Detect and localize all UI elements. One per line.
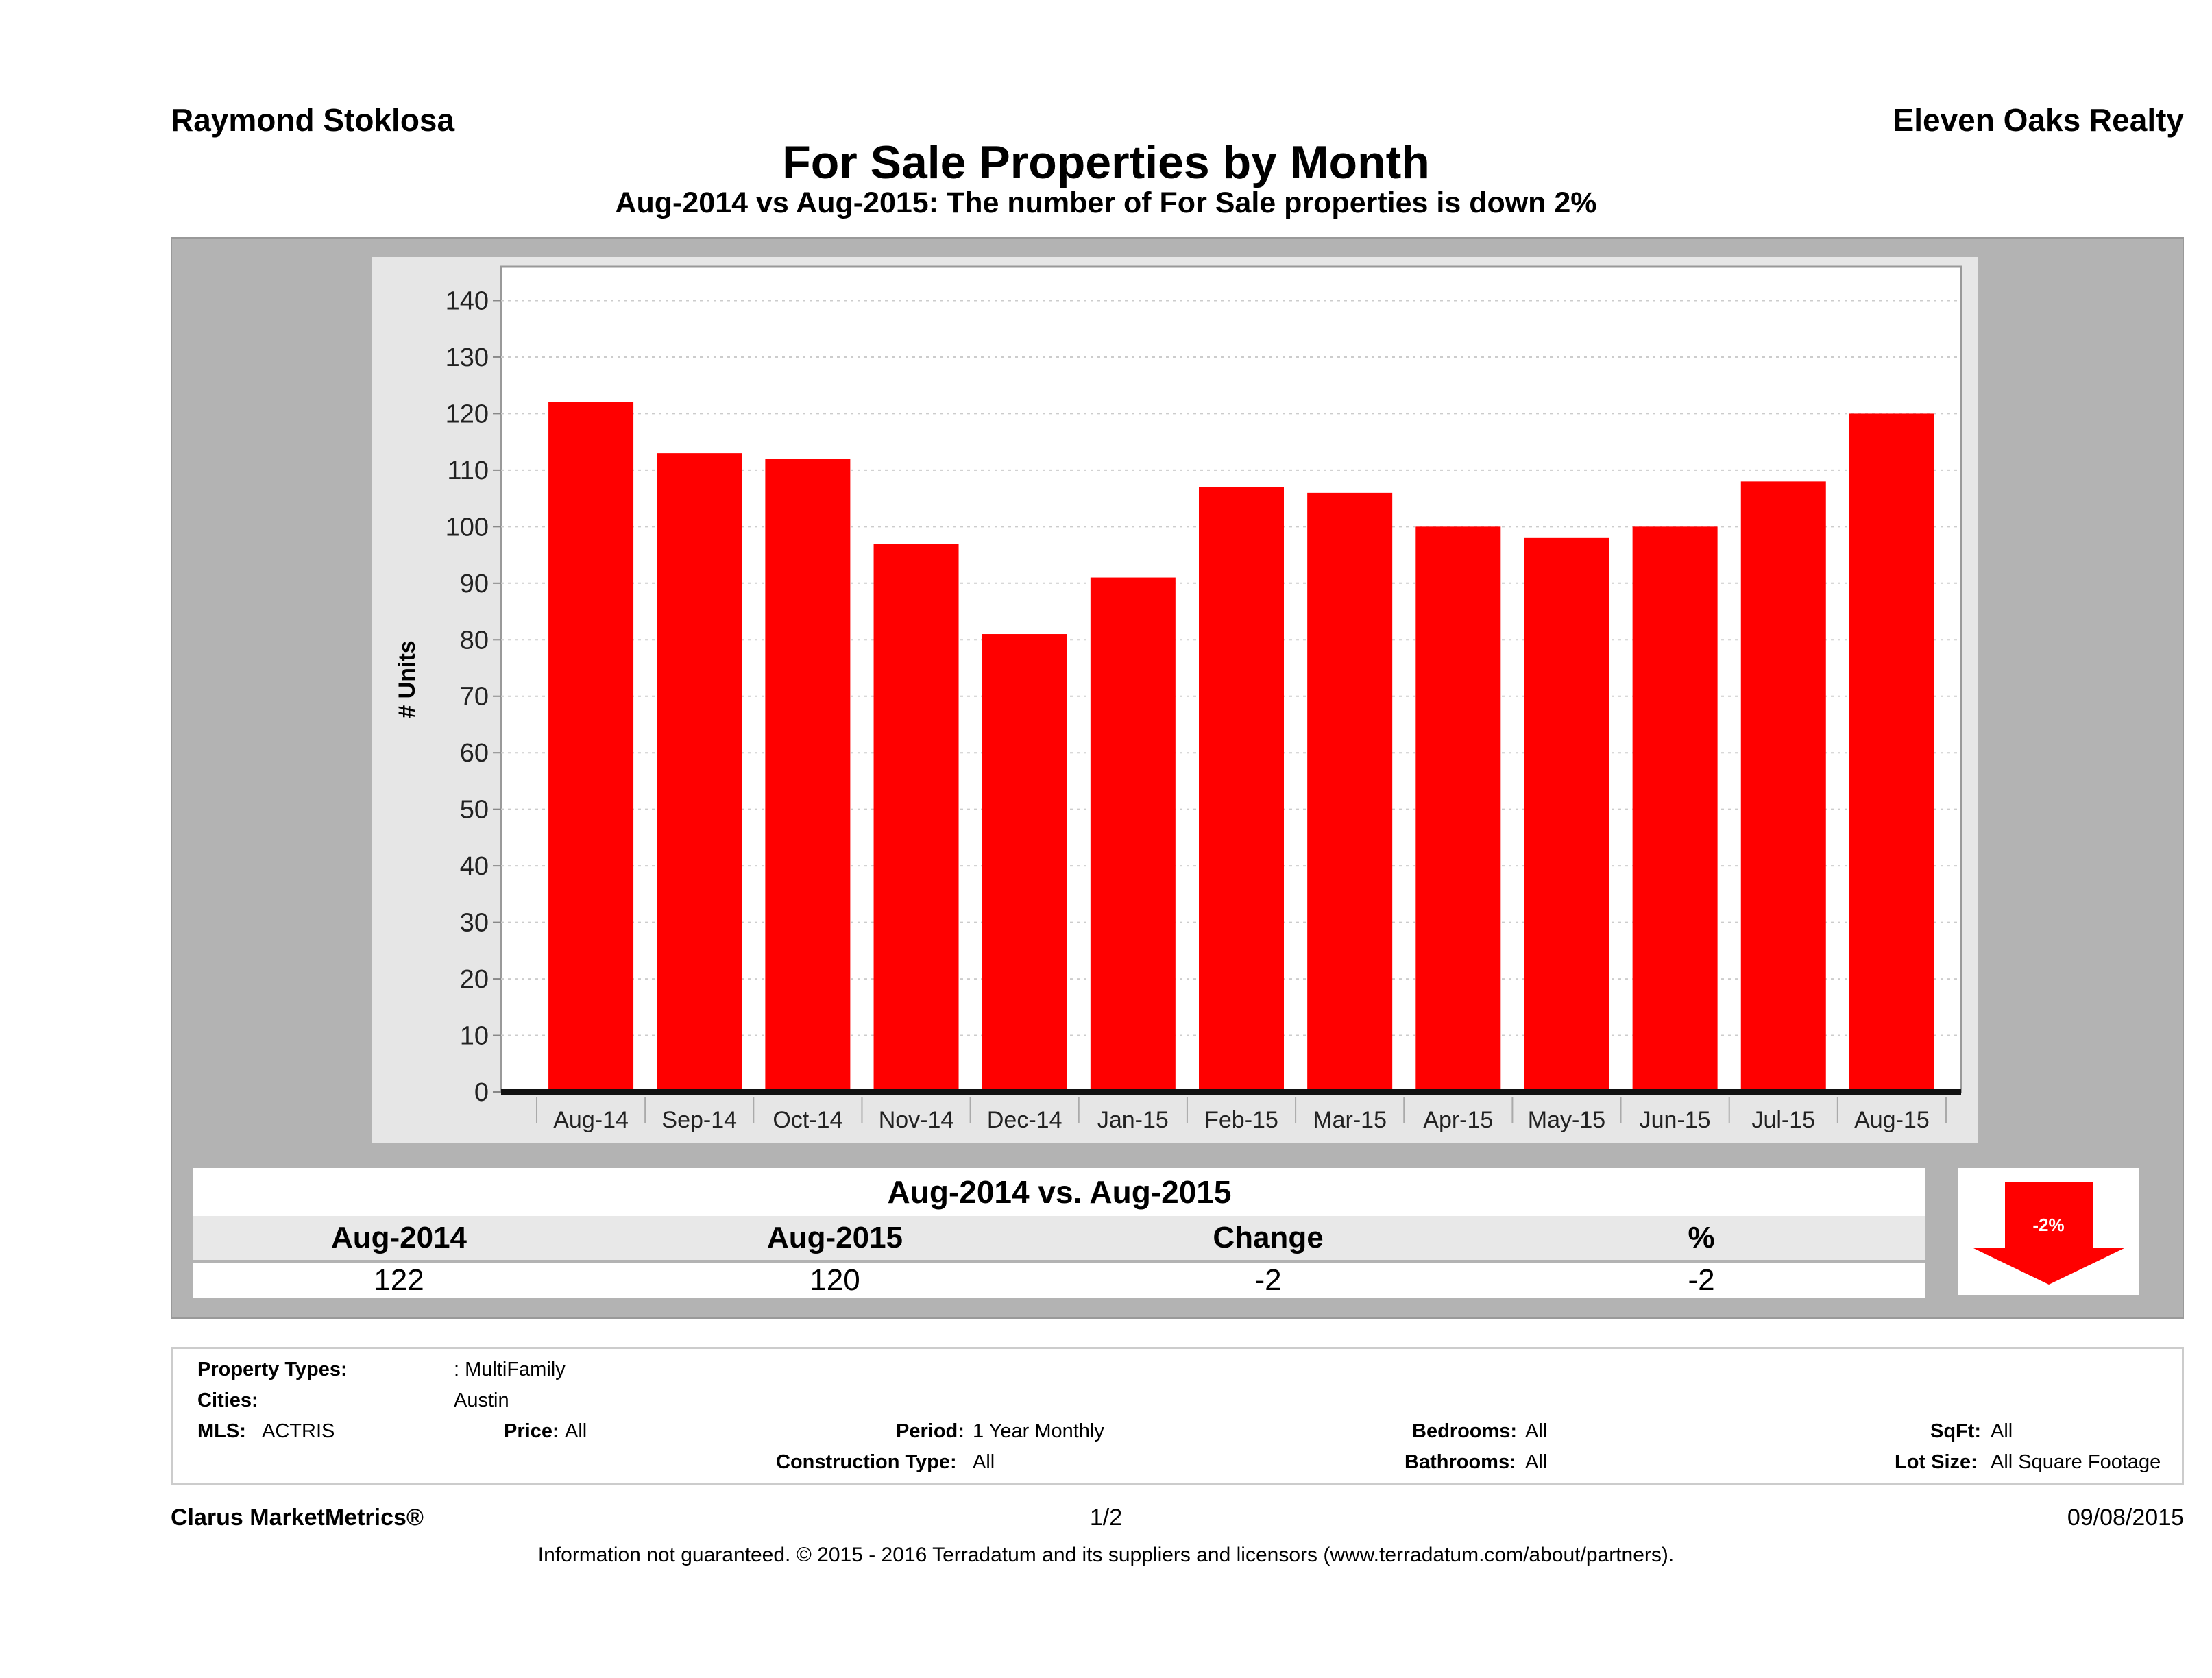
period-value: 1 Year Monthly	[973, 1420, 1104, 1442]
bedrooms-value: All	[1525, 1420, 1548, 1442]
price-label: Price:	[504, 1420, 559, 1442]
chart-title: For Sale Properties by Month	[782, 136, 1430, 189]
y-tick-label: 120	[446, 400, 489, 428]
agent-name: Raymond Stoklosa	[171, 102, 455, 138]
property-types-label: Property Types:	[197, 1359, 348, 1381]
change-badge: -2%	[1958, 1168, 2139, 1295]
construction-label: Construction Type:	[776, 1451, 957, 1473]
y-tick-label: 90	[460, 570, 489, 598]
bar-May-15	[1524, 537, 1609, 1092]
bathrooms-label: Bathrooms:	[1405, 1451, 1516, 1473]
y-tick-label: 130	[446, 343, 489, 372]
y-tick-label: 30	[460, 909, 489, 938]
y-axis-label: # Units	[394, 640, 420, 718]
y-tick-label: 140	[446, 287, 489, 315]
y-tick-label: 60	[460, 739, 489, 768]
price-value: All	[565, 1420, 587, 1442]
mls-value: ACTRIS	[262, 1420, 335, 1442]
y-tick-label: 100	[446, 513, 489, 542]
y-tick-label: 110	[447, 457, 489, 485]
mls-label: MLS:	[197, 1420, 246, 1442]
x-tick-label: Apr-15	[1423, 1107, 1493, 1133]
x-tick-label: Sep-14	[661, 1107, 737, 1133]
bar-chart: 0 10 20 30 40 50 60 70 80 90 100 110 120 130 140 # Unit…	[394, 265, 1962, 1133]
x-tick-label: Feb-15	[1204, 1107, 1278, 1133]
report-date: 09/08/2015	[2067, 1505, 2184, 1531]
summary-header: Change	[1213, 1221, 1324, 1254]
summary-title: Aug-2014 vs. Aug-2015	[193, 1168, 1925, 1216]
summary-value: 122	[374, 1263, 424, 1297]
summary-value: 120	[810, 1263, 860, 1297]
page-number: 1/2	[1089, 1505, 1123, 1531]
bar-Aug-15	[1849, 413, 1934, 1092]
period-label: Period:	[896, 1420, 964, 1442]
brokerage-name: Eleven Oaks Realty	[1893, 102, 2184, 138]
bar-Mar-15	[1307, 492, 1393, 1092]
down-arrow-icon	[1973, 1182, 2124, 1285]
property-types-value: : MultiFamily	[454, 1359, 566, 1381]
bar-Feb-15	[1199, 487, 1284, 1092]
bar-Nov-14	[873, 544, 959, 1092]
y-tick-label: 10	[460, 1022, 489, 1051]
criteria-box: Property Types: : MultiFamily Cities: Au…	[171, 1347, 2184, 1485]
summary-value: -2	[1254, 1263, 1282, 1297]
x-tick-label: Dec-14	[987, 1107, 1062, 1133]
x-tick-label: Jul-15	[1751, 1107, 1815, 1133]
summary-value: -2	[1688, 1263, 1715, 1297]
y-tick-label: 0	[474, 1078, 489, 1107]
bathrooms-value: All	[1525, 1451, 1548, 1473]
y-tick-label: 50	[460, 796, 489, 825]
y-tick-label: 20	[460, 965, 489, 994]
sqft-label: SqFt:	[1930, 1420, 1982, 1442]
bedrooms-label: Bedrooms:	[1412, 1420, 1518, 1442]
y-tick-label: 40	[460, 852, 489, 881]
bar-Apr-15	[1415, 526, 1501, 1092]
bar-Jul-15	[1740, 481, 1826, 1092]
x-tick-label: Jan-15	[1097, 1107, 1169, 1133]
summary-header: Aug-2014	[330, 1221, 467, 1254]
bar-Sep-14	[657, 453, 742, 1092]
y-tick-label: 80	[460, 626, 489, 655]
x-tick-label: Nov-14	[879, 1107, 954, 1133]
lot-size-label: Lot Size:	[1895, 1451, 1978, 1473]
x-tick-label: Jun-15	[1640, 1107, 1711, 1133]
x-tick-label: Oct-14	[773, 1107, 842, 1133]
lot-size-value: All Square Footage	[1991, 1451, 2161, 1473]
bar-Jun-15	[1632, 526, 1718, 1092]
x-tick-label: Aug-14	[553, 1107, 629, 1133]
summary-value-row: 122 120 -2 -2	[193, 1263, 1925, 1298]
x-tick-label: Mar-15	[1313, 1107, 1387, 1133]
chart-subtitle: Aug-2014 vs Aug-2015: The number of For …	[615, 186, 1597, 219]
disclaimer: Information not guaranteed. © 2015 - 201…	[537, 1544, 1675, 1566]
summary-header-row: Aug-2014 Aug-2015 Change %	[193, 1216, 1925, 1260]
brand-label: Clarus MarketMetrics®	[171, 1505, 424, 1531]
change-badge-label: -2%	[2032, 1215, 2065, 1235]
bar-Oct-14	[765, 459, 851, 1092]
cities-label: Cities:	[197, 1389, 258, 1411]
cities-value: Austin	[454, 1389, 509, 1411]
x-tick-label: Aug-15	[1854, 1107, 1930, 1133]
y-tick-label: 70	[460, 683, 489, 712]
bar-Jan-15	[1090, 577, 1176, 1092]
bar-Aug-14	[548, 402, 634, 1092]
summary-header: %	[1688, 1221, 1715, 1254]
construction-value: All	[973, 1451, 995, 1473]
x-tick-label: May-15	[1528, 1107, 1605, 1133]
summary-header: Aug-2015	[766, 1221, 903, 1254]
sqft-value: All	[1991, 1420, 2013, 1442]
bar-Dec-14	[982, 634, 1067, 1092]
